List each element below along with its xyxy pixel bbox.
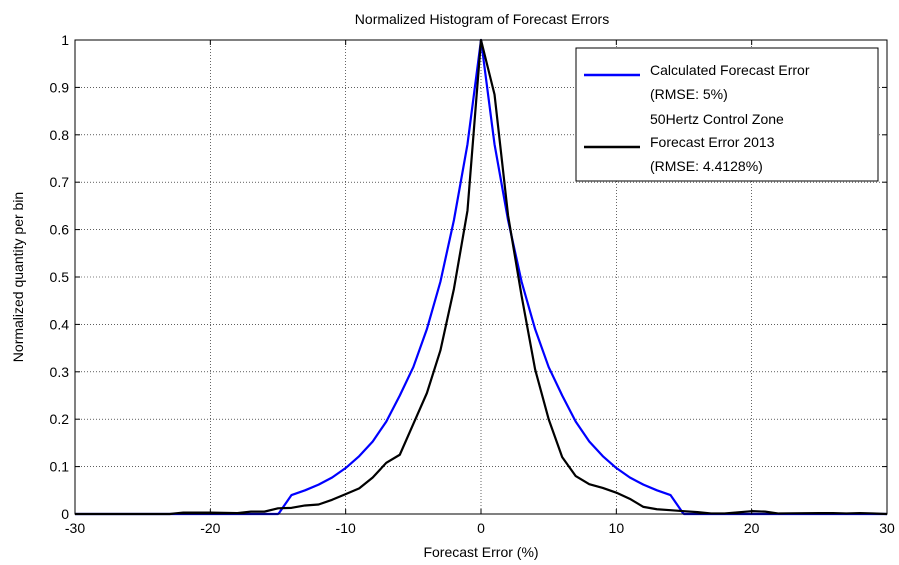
x-axis-label: Forecast Error (%)	[423, 544, 538, 560]
legend-label-50hertz-line3: (RMSE: 4.4128%)	[650, 158, 763, 174]
x-tick-label: 30	[879, 520, 895, 536]
legend-label-calculated-line1: Calculated Forecast Error	[650, 62, 810, 78]
y-tick-label: 0.8	[50, 127, 70, 143]
y-tick-label: 0.1	[50, 459, 70, 475]
x-tick-label: 0	[477, 520, 485, 536]
x-tick-label: 20	[744, 520, 760, 536]
y-tick-label: 0.2	[50, 411, 70, 427]
x-tick-label: -10	[336, 520, 356, 536]
y-tick-label: 0.3	[50, 364, 70, 380]
y-axis-label: Normalized quantity per bin	[10, 192, 26, 362]
x-tick-label: -30	[65, 520, 85, 536]
y-tick-label: 1	[61, 32, 69, 48]
y-tick-label: 0	[61, 506, 69, 522]
series-line-50hertz	[75, 38, 888, 516]
ticks: -30 -20 -10 0 10 20 30 0 0.1 0.2 0.3 0.4 0.5 0.6 0.7 0.…	[50, 32, 895, 536]
x-tick-label: 10	[609, 520, 625, 536]
legend-label-50hertz-line2: Forecast Error 2013	[650, 134, 775, 150]
legend-label-calculated-line2: (RMSE: 5%)	[650, 86, 728, 102]
y-tick-label: 0.5	[50, 269, 70, 285]
y-tick-label: 0.4	[50, 316, 70, 332]
legend-label-50hertz-line1: 50Hertz Control Zone	[650, 111, 784, 127]
grid	[75, 40, 887, 514]
legend: Calculated Forecast Error (RMSE: 5%) 50H…	[575, 47, 879, 182]
chart-title: Normalized Histogram of Forecast Errors	[355, 11, 609, 27]
legend-box	[575, 47, 879, 182]
x-tick-label: -20	[200, 520, 220, 536]
y-tick-label: 0.6	[50, 222, 70, 238]
y-tick-label: 0.7	[50, 174, 70, 190]
y-tick-label: 0.9	[50, 79, 70, 95]
